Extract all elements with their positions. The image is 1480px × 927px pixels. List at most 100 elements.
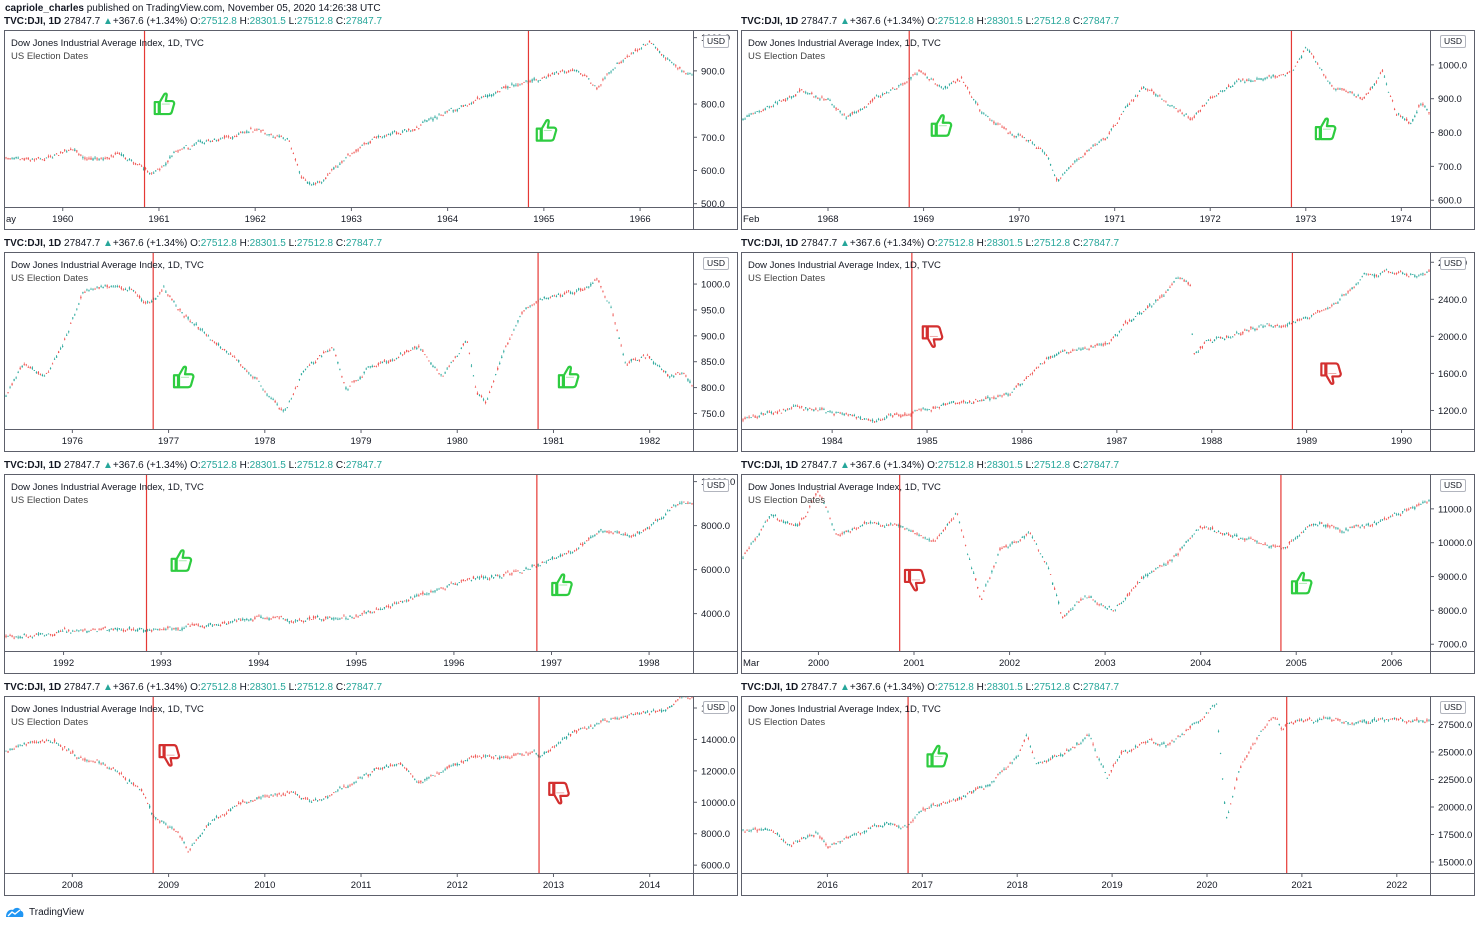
price-tick-label: 25000.0 — [1438, 748, 1472, 759]
candle — [1260, 730, 1262, 732]
high-label: H: — [976, 238, 987, 249]
candle — [70, 322, 72, 324]
candle — [654, 710, 657, 714]
candle — [1323, 309, 1325, 311]
candlestick-chart[interactable]: 10000.08000.06000.04000.0199219931994199… — [5, 475, 737, 673]
chart-panel[interactable]: 1000.0 950.0 900.0 850.0 800.0 750.0 1976 1977 1… — [4, 252, 738, 452]
candle — [1298, 718, 1301, 722]
candle — [1041, 363, 1044, 365]
candle — [403, 129, 406, 131]
currency-badge[interactable]: USD — [1440, 701, 1466, 714]
candle — [1035, 543, 1038, 545]
candle — [151, 299, 153, 303]
price-change: +367.6 (+1.34%) — [849, 682, 925, 693]
open-label: O: — [190, 682, 201, 693]
currency-badge[interactable]: USD — [1440, 479, 1466, 492]
chart-panel[interactable]: 1000.0 900.0 800.0 700.0 600.0 1968 1969 1970 19… — [741, 30, 1475, 230]
time-tick-label: 1978 — [254, 436, 275, 447]
candle — [1187, 115, 1189, 119]
candle — [776, 101, 779, 106]
candle — [138, 163, 141, 166]
candle — [632, 533, 634, 537]
candle — [219, 137, 222, 140]
candle — [1041, 761, 1044, 764]
currency-badge[interactable]: USD — [1440, 35, 1466, 48]
candle — [308, 181, 311, 186]
currency-badge[interactable]: USD — [703, 257, 729, 270]
currency-badge[interactable]: USD — [703, 479, 729, 492]
candle — [495, 574, 497, 577]
candle — [414, 778, 416, 781]
candle — [1391, 718, 1394, 721]
candle — [1385, 268, 1388, 271]
footer-brand[interactable]: TradingView — [29, 906, 85, 918]
currency-badge[interactable]: USD — [703, 701, 729, 714]
chart-panel[interactable]: 1000.0900.0800.0700.0600.0500.0196019611… — [4, 30, 738, 230]
candlestick-chart[interactable]: 16000.014000.012000.010000.08000.06000.0… — [5, 697, 737, 895]
candle — [1136, 94, 1139, 98]
chart-panel[interactable]: 10000.08000.06000.04000.0199219931994199… — [4, 474, 738, 674]
candle — [614, 716, 616, 720]
candle — [855, 110, 857, 114]
candle — [1066, 351, 1068, 354]
candle — [505, 84, 507, 90]
candle — [975, 787, 977, 791]
candle — [1408, 507, 1410, 511]
candle — [561, 737, 564, 741]
candle — [660, 516, 663, 520]
candle — [260, 385, 262, 387]
candle — [1185, 113, 1187, 115]
candle — [94, 628, 96, 631]
candle — [624, 532, 626, 536]
candle — [231, 806, 234, 809]
candle — [533, 749, 535, 752]
chart-panel[interactable]: 16000.014000.012000.010000.08000.06000.0… — [4, 696, 738, 896]
candle — [43, 741, 46, 744]
currency-badge[interactable]: USD — [1440, 257, 1466, 270]
candle — [845, 835, 847, 839]
candle — [960, 529, 963, 532]
candle — [357, 776, 359, 779]
candle — [476, 755, 479, 758]
candle — [673, 63, 675, 66]
candle — [1363, 719, 1365, 723]
candle — [1147, 88, 1149, 92]
candle — [1408, 121, 1410, 125]
candle — [329, 348, 331, 352]
candle — [908, 823, 910, 826]
candle — [177, 149, 179, 154]
candle — [274, 793, 276, 796]
chart-panel[interactable]: 27500.0 25000.0 22500.0 20000.0 17500.0 15000… — [741, 696, 1475, 896]
publisher-author[interactable]: capriole_charles — [5, 3, 84, 14]
candle — [527, 752, 529, 757]
candle — [410, 130, 412, 133]
candle — [742, 556, 744, 560]
candle — [1207, 527, 1210, 530]
candle — [1230, 534, 1232, 537]
chart-panel[interactable]: 11000.0 10000.0 9000.0 8000.0 7000.0 2000 2001… — [741, 474, 1475, 674]
time-tick-label: 1973 — [1295, 214, 1316, 225]
candlestick-chart[interactable]: 2800.02400.02000.01600.01200.01984198519… — [742, 253, 1474, 451]
candle — [1343, 531, 1345, 534]
candlestick-chart[interactable]: 1000.0900.0800.0700.0600.0500.0196019611… — [5, 31, 737, 229]
candle — [231, 620, 234, 624]
time-tick-label: 1961 — [148, 214, 169, 225]
chart-panel[interactable]: 2800.02400.02000.01600.01200.01984198519… — [741, 252, 1475, 452]
candle — [373, 768, 375, 772]
candlestick-chart[interactable]: 27500.025000.022500.020000.017500.015000… — [742, 697, 1474, 895]
candle — [33, 634, 35, 637]
candle — [1355, 524, 1357, 527]
currency-badge[interactable]: USD — [703, 35, 729, 48]
candle — [1045, 760, 1048, 764]
candle — [656, 710, 659, 712]
candle — [1420, 503, 1422, 505]
candle — [1268, 719, 1270, 722]
candle — [357, 379, 359, 381]
candle — [636, 712, 639, 715]
candle — [523, 570, 525, 572]
candle — [112, 285, 114, 288]
candle — [1426, 108, 1428, 111]
